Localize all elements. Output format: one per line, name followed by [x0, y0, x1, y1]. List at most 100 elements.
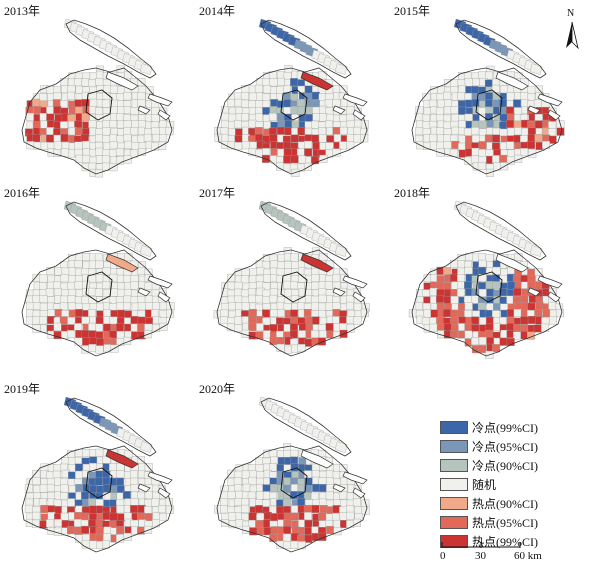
district-cell	[478, 120, 487, 129]
map-panel-2015: 2015年	[390, 2, 580, 182]
district-cell	[310, 302, 319, 311]
district-cell	[506, 309, 515, 318]
district-cell	[53, 322, 62, 331]
district-cell	[318, 134, 327, 143]
district-cell	[39, 302, 48, 311]
islet	[342, 275, 368, 289]
district-cell	[520, 148, 529, 157]
district-cell	[450, 330, 459, 339]
island-outline	[65, 397, 157, 457]
district-cell	[541, 317, 550, 326]
district-cell	[485, 316, 494, 325]
islet	[537, 275, 563, 289]
district-cell	[165, 127, 174, 136]
district-cell	[528, 295, 537, 303]
district-cell	[429, 133, 438, 142]
district-cell	[332, 127, 341, 135]
district-cell	[80, 512, 89, 521]
district-cell	[81, 316, 90, 325]
district-cell	[499, 296, 508, 305]
district-cell	[291, 120, 300, 129]
district-cell	[332, 98, 341, 107]
district-cell	[303, 504, 312, 513]
district-cell	[255, 295, 264, 304]
district-cell	[102, 120, 111, 129]
district-cell	[492, 155, 501, 164]
district-cell	[102, 540, 110, 549]
year-label: 2014年	[199, 4, 236, 18]
district-cell	[527, 134, 536, 143]
legend-item-cold90: 冷点(90%CI)	[440, 456, 588, 474]
district-cell	[54, 519, 63, 528]
district-cell	[443, 267, 451, 276]
district-cell	[492, 281, 501, 290]
island-outline	[455, 201, 547, 261]
district-cell	[513, 323, 522, 332]
district-cell	[95, 448, 104, 457]
district-cell	[88, 309, 96, 318]
district-cell	[95, 134, 104, 143]
district-cell	[520, 324, 529, 333]
islet	[352, 109, 366, 121]
district-cell	[130, 127, 139, 136]
district-cell	[276, 499, 285, 508]
district-cell	[67, 281, 76, 290]
district-cell	[477, 161, 486, 170]
district-cell	[227, 491, 236, 500]
district-cell	[520, 295, 529, 304]
district-cell	[436, 323, 445, 332]
district-cell	[123, 106, 132, 115]
mainland-outline	[216, 249, 368, 357]
district-cell	[152, 302, 160, 311]
district-cell	[513, 288, 522, 297]
map-panel-2019: 2019年	[0, 380, 190, 560]
district-cell	[102, 281, 111, 290]
district-cell	[123, 134, 132, 142]
district-cell	[520, 275, 529, 283]
district-cell	[67, 295, 76, 304]
district-cell	[451, 113, 460, 122]
legend-swatch	[440, 421, 468, 434]
district-cell	[234, 470, 243, 479]
shanghai-map	[214, 18, 369, 177]
district-cell	[304, 85, 313, 94]
district-cell	[33, 106, 42, 115]
district-cell	[75, 534, 84, 543]
district-cell	[39, 295, 48, 303]
district-cell	[75, 154, 84, 163]
district-cell	[124, 71, 133, 80]
district-cell	[458, 135, 467, 144]
district-cell	[319, 113, 328, 122]
district-cell	[326, 113, 335, 122]
islet	[105, 253, 139, 273]
legend-swatch	[440, 497, 468, 510]
district-cell	[549, 316, 557, 325]
district-cell	[60, 274, 69, 283]
district-cell	[486, 288, 495, 297]
district-cell	[26, 112, 35, 121]
district-cell	[82, 154, 91, 163]
district-cell	[471, 99, 480, 107]
district-cell	[492, 344, 501, 353]
islet	[137, 287, 151, 297]
district-cell	[233, 477, 242, 486]
district-cell	[68, 471, 77, 480]
district-cell	[270, 148, 279, 157]
district-cell	[332, 309, 341, 317]
district-cell	[103, 526, 112, 535]
district-cell	[227, 469, 236, 478]
district-cell	[81, 91, 90, 100]
district-cell	[435, 106, 444, 115]
district-cell	[32, 273, 41, 282]
district-cell	[145, 302, 154, 311]
district-cell	[284, 119, 293, 128]
district-cell	[290, 463, 299, 472]
district-cell	[304, 527, 313, 535]
district-cell	[138, 148, 146, 156]
district-cell	[471, 127, 480, 136]
district-cell	[312, 483, 321, 492]
district-cell	[24, 484, 33, 493]
district-cell	[234, 142, 243, 151]
district-cell	[88, 322, 97, 331]
district-cell	[298, 155, 307, 164]
